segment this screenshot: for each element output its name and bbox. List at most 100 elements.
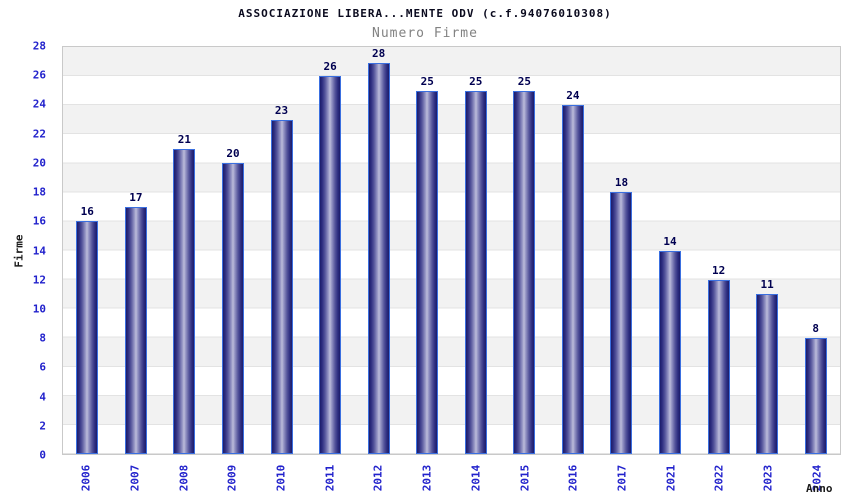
bar-slot: 25: [403, 47, 452, 454]
bar-slot: 25: [500, 47, 549, 454]
bar-2015: [513, 90, 536, 454]
x-tick-label: 2011: [323, 464, 337, 492]
bar-2007: [124, 206, 147, 454]
bar-2023: [756, 294, 779, 454]
bar-2013: [416, 90, 439, 454]
x-axis-ticks: 2006 2007 2008 2009 2010 2011 2012 2013 2014 2015…: [62, 457, 841, 499]
bar-slot: 17: [112, 47, 161, 454]
x-tick-slot: 2011: [305, 457, 354, 499]
bar-value-label: 17: [129, 190, 143, 204]
x-tick-label: 2007: [128, 464, 142, 492]
bar-value-label: 20: [226, 147, 240, 161]
chart-subtitle: Numero Firme: [372, 26, 478, 41]
bar-slot: 23: [257, 47, 306, 454]
y-tick-label: 24: [32, 97, 46, 111]
x-tick-label: 2012: [371, 464, 385, 492]
bar-slot: 14: [646, 47, 695, 454]
y-tick-label: 14: [32, 244, 46, 257]
x-tick-slot: 2007: [111, 457, 160, 499]
bar-value-label: 12: [711, 263, 726, 277]
bar-2016: [561, 105, 584, 454]
x-tick-label: 2016: [566, 464, 580, 492]
y-tick-label: 22: [32, 127, 46, 141]
x-tick-label: 2017: [615, 464, 629, 492]
x-tick-label: 2006: [79, 464, 93, 492]
x-tick-label: 2022: [712, 464, 726, 492]
x-tick-slot: 2012: [354, 457, 403, 499]
y-tick-label: 28: [32, 39, 46, 53]
bar-2024: [804, 337, 827, 454]
bar-slot: 24: [549, 47, 598, 454]
bar-2009: [221, 163, 244, 454]
y-tick-label: 26: [32, 68, 46, 82]
x-tick-label: 2021: [664, 464, 678, 492]
y-tick-label: 8: [39, 331, 46, 345]
x-tick-slot: 2008: [159, 457, 208, 499]
y-tick-label: 4: [39, 390, 46, 404]
bar-2008: [173, 148, 196, 454]
bar-value-label: 23: [274, 103, 289, 117]
x-tick-slot: 2009: [208, 457, 257, 499]
bar-value-label: 25: [420, 74, 434, 88]
bar-value-label: 16: [80, 205, 94, 219]
bar-value-label: 18: [614, 176, 629, 190]
bar-value-label: 26: [323, 60, 337, 74]
bar-slot: 16: [63, 47, 112, 454]
bar-slot: 8: [791, 47, 840, 454]
bar-slot: 20: [209, 47, 258, 454]
bar-slot: 21: [160, 47, 209, 454]
bar-slot: 18: [597, 47, 646, 454]
y-tick-label: 12: [32, 273, 46, 287]
x-tick-slot: 2021: [646, 457, 695, 499]
bar-2011: [319, 76, 342, 454]
bar-value-label: 24: [566, 89, 580, 103]
bar-slot: 25: [452, 47, 501, 454]
bar-value-label: 14: [663, 234, 677, 248]
bar-value-label: 25: [469, 74, 483, 88]
x-tick-slot: 2006: [62, 457, 111, 499]
y-tick-label: 6: [39, 360, 46, 374]
x-tick-slot: 2022: [695, 457, 744, 499]
bar-2010: [270, 119, 293, 454]
x-axis-label: Anno: [806, 482, 833, 495]
y-tick-label: 10: [32, 302, 46, 316]
y-tick-label: 20: [32, 156, 46, 170]
plot-area: 16 17 21 20 23 26 28 25 25 25 24 18 14 12 11 8: [62, 46, 841, 455]
bar-value-label: 8: [812, 321, 820, 335]
bar-2012: [367, 63, 390, 454]
y-tick-label: 2: [39, 419, 46, 433]
bars-container: 16 17 21 20 23 26 28 25 25 25 24 18 14 12 11 8: [63, 47, 840, 454]
y-tick-label: 0: [39, 448, 46, 462]
x-tick-label: 2008: [177, 464, 191, 492]
x-tick-label: 2013: [420, 464, 434, 492]
bar-2014: [464, 90, 487, 454]
x-tick-slot: 2015: [500, 457, 549, 499]
x-tick-slot: 2016: [549, 457, 598, 499]
bar-2017: [610, 192, 633, 454]
x-tick-slot: 2013: [403, 457, 452, 499]
y-tick-label: 16: [32, 214, 46, 228]
y-tick-label: 18: [32, 185, 46, 199]
bar-slot: 12: [694, 47, 743, 454]
bar-2022: [707, 279, 730, 454]
x-tick-slot: 2017: [598, 457, 647, 499]
x-tick-label: 2009: [225, 464, 239, 492]
bar-value-label: 25: [517, 74, 531, 88]
x-tick-label: 2010: [274, 464, 288, 492]
bar-value-label: 28: [372, 47, 386, 60]
bar-2021: [659, 250, 682, 454]
bar-slot: 28: [354, 47, 403, 454]
chart-title: ASSOCIAZIONE LIBERA...MENTE ODV (c.f.940…: [238, 7, 612, 20]
bar-value-label: 21: [177, 132, 192, 146]
bar-value-label: 11: [760, 278, 774, 292]
y-axis-ticks: 0 2 4 6 8 10 12 14 16 18 20 22 24 26 28: [0, 41, 54, 461]
x-tick-label: 2015: [518, 464, 532, 492]
x-tick-slot: 2023: [744, 457, 793, 499]
x-tick-label: 2023: [761, 464, 775, 492]
x-tick-slot: 2010: [257, 457, 306, 499]
bar-slot: 11: [743, 47, 792, 454]
x-tick-slot: 2014: [452, 457, 501, 499]
bar-slot: 26: [306, 47, 355, 454]
x-tick-label: 2014: [469, 464, 483, 492]
